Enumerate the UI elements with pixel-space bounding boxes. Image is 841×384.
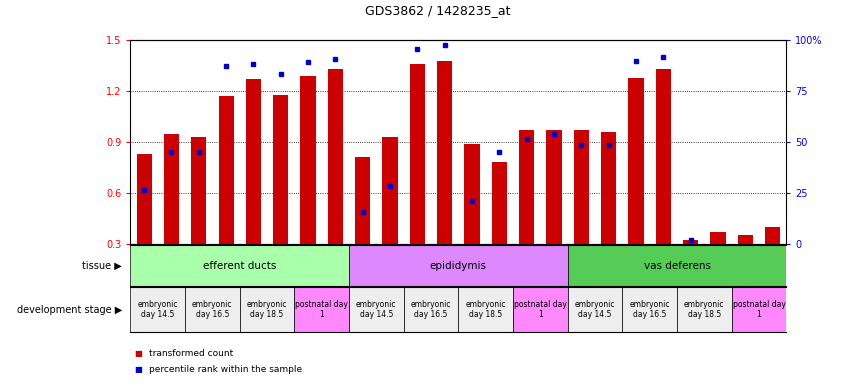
- Text: embryonic
day 18.5: embryonic day 18.5: [684, 300, 725, 319]
- Bar: [683, 240, 698, 244]
- Bar: [711, 232, 726, 244]
- Text: postnatal day
1: postnatal day 1: [514, 300, 567, 319]
- Bar: [219, 96, 234, 244]
- Text: vas deferens: vas deferens: [643, 260, 711, 271]
- Text: tissue ▶: tissue ▶: [82, 260, 122, 271]
- Bar: [513, 287, 568, 332]
- Bar: [191, 137, 206, 244]
- Text: development stage ▶: development stage ▶: [17, 305, 122, 315]
- Text: embryonic
day 14.5: embryonic day 14.5: [137, 300, 178, 319]
- Bar: [404, 287, 458, 332]
- Bar: [738, 235, 753, 244]
- Text: embryonic
day 16.5: embryonic day 16.5: [629, 300, 670, 319]
- Bar: [568, 287, 622, 332]
- Text: percentile rank within the sample: percentile rank within the sample: [149, 365, 302, 374]
- Text: postnatal day
1: postnatal day 1: [733, 300, 785, 319]
- Bar: [185, 287, 240, 332]
- Text: ■: ■: [135, 349, 142, 358]
- Text: embryonic
day 16.5: embryonic day 16.5: [410, 300, 452, 319]
- Bar: [130, 245, 349, 286]
- Text: ■: ■: [135, 365, 142, 374]
- Bar: [656, 69, 671, 244]
- Bar: [437, 61, 452, 244]
- Text: transformed count: transformed count: [149, 349, 233, 358]
- Bar: [519, 130, 534, 244]
- Bar: [732, 287, 786, 332]
- Bar: [136, 154, 151, 244]
- Bar: [492, 162, 507, 244]
- Text: embryonic
day 18.5: embryonic day 18.5: [246, 300, 288, 319]
- Bar: [349, 287, 404, 332]
- Bar: [349, 245, 568, 286]
- Bar: [294, 287, 349, 332]
- Text: epididymis: epididymis: [430, 260, 487, 271]
- Bar: [601, 132, 616, 244]
- Bar: [458, 287, 513, 332]
- Text: embryonic
day 14.5: embryonic day 14.5: [574, 300, 616, 319]
- Bar: [355, 157, 370, 244]
- Bar: [568, 245, 786, 286]
- Bar: [328, 69, 343, 244]
- Text: embryonic
day 18.5: embryonic day 18.5: [465, 300, 506, 319]
- Bar: [240, 287, 294, 332]
- Bar: [300, 76, 315, 244]
- Bar: [246, 79, 261, 244]
- Bar: [383, 137, 398, 244]
- Bar: [677, 287, 732, 332]
- Text: GDS3862 / 1428235_at: GDS3862 / 1428235_at: [364, 4, 510, 17]
- Text: embryonic
day 16.5: embryonic day 16.5: [192, 300, 233, 319]
- Bar: [130, 287, 185, 332]
- Bar: [628, 78, 643, 244]
- Bar: [273, 94, 288, 244]
- Bar: [464, 144, 479, 244]
- Text: embryonic
day 14.5: embryonic day 14.5: [356, 300, 397, 319]
- Bar: [765, 227, 780, 244]
- Text: postnatal day
1: postnatal day 1: [295, 300, 348, 319]
- Bar: [574, 130, 589, 244]
- Bar: [410, 64, 425, 244]
- Bar: [622, 287, 677, 332]
- Bar: [547, 130, 562, 244]
- Text: efferent ducts: efferent ducts: [203, 260, 277, 271]
- Bar: [164, 134, 179, 244]
